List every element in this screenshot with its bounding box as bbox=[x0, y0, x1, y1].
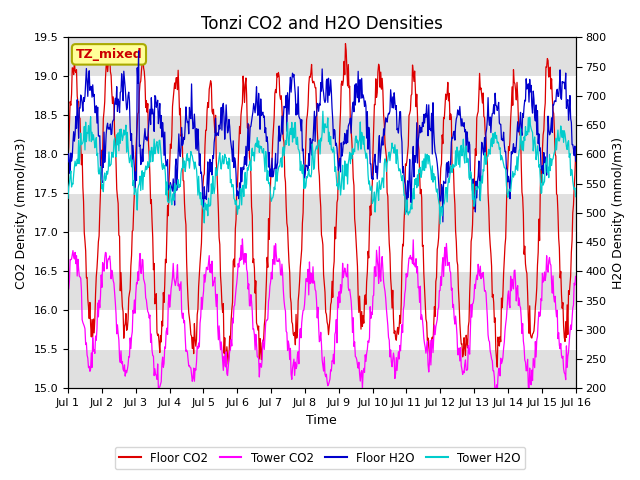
Bar bbox=[68, 271, 575, 311]
Bar bbox=[68, 193, 575, 232]
Text: TZ_mixed: TZ_mixed bbox=[76, 48, 142, 61]
Y-axis label: H2O Density (mmol/m3): H2O Density (mmol/m3) bbox=[612, 137, 625, 289]
Bar bbox=[68, 115, 575, 155]
Title: Tonzi CO2 and H2O Densities: Tonzi CO2 and H2O Densities bbox=[201, 15, 443, 33]
X-axis label: Time: Time bbox=[307, 414, 337, 427]
Legend: Floor CO2, Tower CO2, Floor H2O, Tower H2O: Floor CO2, Tower CO2, Floor H2O, Tower H… bbox=[115, 447, 525, 469]
Bar bbox=[68, 37, 575, 76]
Y-axis label: CO2 Density (mmol/m3): CO2 Density (mmol/m3) bbox=[15, 137, 28, 288]
Bar bbox=[68, 349, 575, 388]
